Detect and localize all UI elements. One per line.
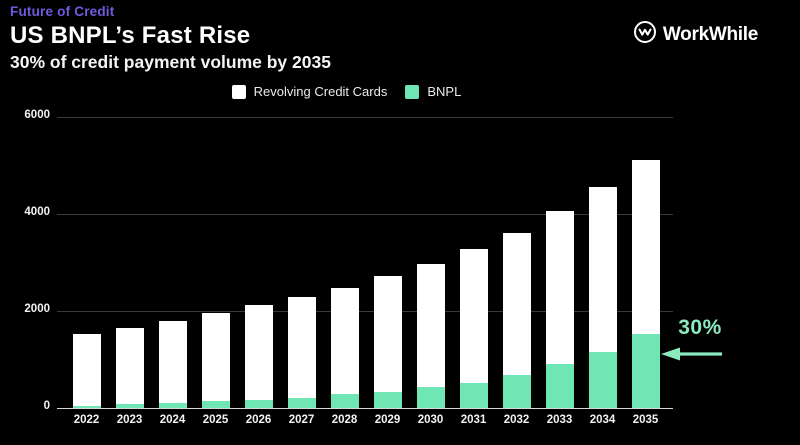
bar-2031: [459, 248, 488, 408]
bar-2029: [373, 275, 402, 408]
x-axis-label-2034: 2034: [589, 414, 616, 426]
bar-2033: [545, 211, 574, 408]
x-axis-label-2031: 2031: [460, 414, 487, 426]
chart-legend: Revolving Credit Cards BNPL: [0, 84, 693, 99]
bar-2022: [72, 333, 101, 408]
bar-2027-bnpl-segment: [287, 397, 316, 408]
bar-2034-bnpl-segment: [588, 351, 617, 408]
bar-2024: [158, 320, 187, 408]
annotation-30pct-label: 30%: [678, 316, 722, 339]
y-axis-label-4000: 4000: [24, 206, 50, 218]
x-axis-baseline: [57, 407, 673, 409]
x-axis-label-2026: 2026: [245, 414, 272, 426]
plot-area: 2022 2023 2024 2025 2026 2027 2028 2029 2030 2031…: [57, 116, 673, 426]
bar-2035-bnpl-segment: [631, 333, 660, 408]
circle-w-icon: [633, 20, 657, 49]
gridline-4000: [57, 213, 673, 215]
bnpl-share-annotation: 30%: [660, 316, 740, 362]
workwhile-logo: WorkWhile: [633, 20, 758, 49]
x-axis-label-2023: 2023: [116, 414, 143, 426]
y-axis-label-0: 0: [43, 400, 50, 412]
bar-2027: [287, 296, 316, 408]
y-axis: 0 2000 4000 6000: [0, 109, 50, 412]
x-axis-label-2027: 2027: [288, 414, 315, 426]
x-axis-label-2029: 2029: [374, 414, 401, 426]
bar-2033-bnpl-segment: [545, 364, 574, 408]
x-axis-label-2035: 2035: [632, 414, 659, 426]
bar-2026: [244, 304, 273, 408]
y-axis-label-6000: 6000: [24, 109, 50, 121]
gridline-2000: [57, 310, 673, 312]
legend-item-revolving: Revolving Credit Cards: [231, 84, 388, 99]
bnpl-swatch-icon: [405, 84, 420, 99]
y-axis-label-2000: 2000: [24, 303, 50, 315]
eyebrow-label: Future of Credit: [10, 4, 115, 19]
bar-2028: [330, 287, 359, 408]
x-axis-label-2030: 2030: [417, 414, 444, 426]
page-title: US BNPL’s Fast Rise: [10, 22, 251, 49]
bar-2032: [502, 233, 531, 408]
gridline-6000: [57, 116, 673, 118]
x-axis-label-2032: 2032: [503, 414, 530, 426]
x-axis-label-2033: 2033: [546, 414, 573, 426]
bar-2032-bnpl-segment: [502, 374, 531, 408]
left-arrow-icon: [660, 346, 740, 362]
x-axis-label-2024: 2024: [159, 414, 186, 426]
bar-2035: [631, 159, 660, 408]
legend-item-bnpl: BNPL: [405, 84, 461, 99]
x-axis-label-2025: 2025: [202, 414, 229, 426]
revolving-swatch-icon: [231, 84, 246, 99]
bar-2031-bnpl-segment: [459, 382, 488, 408]
stacked-bar-chart: 0 2000 4000 6000 2022 2023 2024 2025 2026 2027 20…: [0, 109, 800, 437]
bar-2029-bnpl-segment: [373, 391, 402, 408]
bar-2025-bnpl-segment: [201, 401, 230, 408]
bar-2022-bnpl-segment: [72, 405, 101, 408]
legend-label-bnpl: BNPL: [427, 84, 462, 99]
bar-2030: [416, 263, 445, 408]
bar-2028-bnpl-segment: [330, 394, 359, 408]
page-subtitle: 30% of credit payment volume by 2035: [10, 52, 331, 72]
bar-2026-bnpl-segment: [244, 400, 273, 408]
bar-2025: [201, 313, 230, 408]
x-axis-label-2022: 2022: [73, 414, 100, 426]
legend-label-revolving: Revolving Credit Cards: [253, 84, 388, 99]
bar-2023-bnpl-segment: [115, 403, 144, 408]
bar-2023: [115, 328, 144, 408]
bar-2034: [588, 187, 617, 408]
bar-2030-bnpl-segment: [416, 387, 445, 408]
x-axis-label-2028: 2028: [331, 414, 358, 426]
workwhile-logo-text: WorkWhile: [662, 23, 758, 45]
bar-2024-bnpl-segment: [158, 402, 187, 408]
